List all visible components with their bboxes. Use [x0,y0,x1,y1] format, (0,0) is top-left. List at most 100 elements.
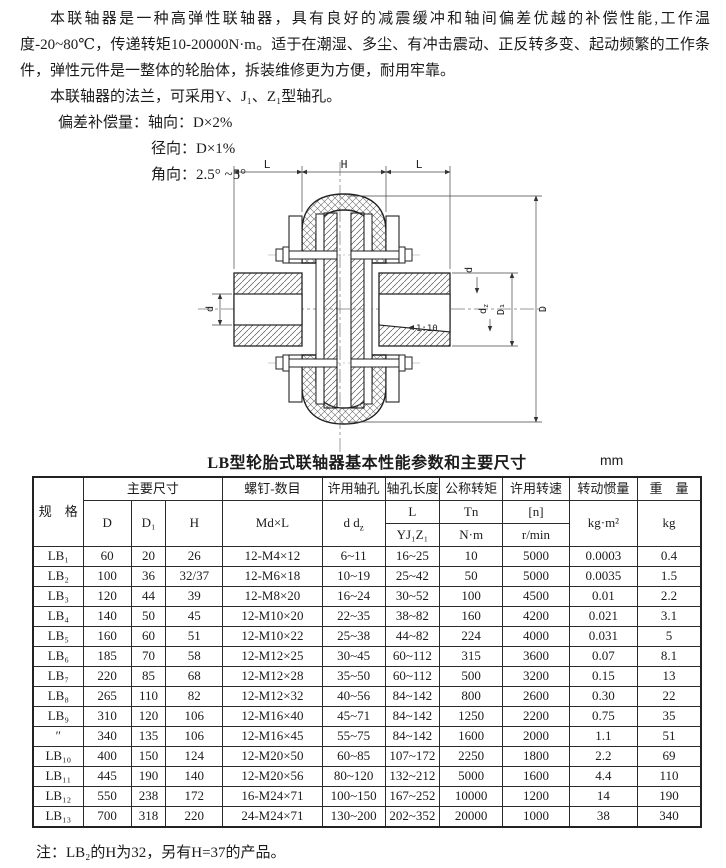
table-cell: LB₄ [32,606,84,627]
header-spec: 规 格 [32,476,84,547]
header-torque: 公称转矩 [439,476,504,501]
table-cell: 167~252 [384,786,441,807]
table-row: LB₁₀ 400 150 124 12-M20×50 60~85 107~172 2250 18… [32,746,702,767]
table-title: LB型轮胎式联轴器基本性能参数和主要尺寸 [207,455,527,472]
table-cell: 20 [130,546,167,567]
table-row: LB₉ 310 120 106 12-M16×40 45~71 84~142 1250 2200… [32,706,702,727]
table-cell: 400 [82,746,132,767]
table-cell: 5000 [502,566,570,587]
dim-label-dz: dz [478,304,490,314]
header-bore: 许用轴孔 [321,476,386,501]
bolt-shank [350,250,400,260]
angular-label: 角向： [151,167,197,183]
header-col-D: D [82,500,132,547]
table-cell: 10~19 [321,566,386,587]
table-cell: 60 [130,626,167,647]
table-cell: 1.5 [636,566,702,587]
top-dimension-lines [233,166,451,269]
table-cell: 238 [130,786,167,807]
table-cell: 12-M10×22 [222,626,323,647]
table-cell: 1600 [502,766,570,787]
dim-label-d-right: d [464,267,475,273]
intro-paragraph-1: 本联轴器是一种高弹性联轴器，具有良好的减震缓冲和轴间偏差优越的补偿性能,工作温度… [20,11,710,79]
table-cell: 26 [165,546,224,567]
bolt-washer [398,246,406,264]
dim-label-D1: D₁ [496,303,507,315]
bolt-washer [398,354,406,372]
dim-label-d-left: d [205,306,216,312]
table-row: ″ 340 135 106 12-M16×45 55~75 84~142 1600 2000 1.… [32,726,702,747]
table-cell: LB₂ [32,566,84,587]
table-cell: 445 [82,766,132,787]
table-cell: 185 [82,646,132,667]
table-cell: 24-M24×71 [222,806,323,828]
table-cell: 45 [165,606,224,627]
table-cell: LB₅ [32,626,84,647]
table-cell: 800 [439,686,504,707]
table-cell: 60~112 [384,666,441,687]
table-cell: 0.30 [568,686,638,707]
table-cell: 4.4 [568,766,638,787]
bolt-head [404,356,413,370]
table-cell: 60~85 [321,746,386,767]
table-cell: 16~25 [384,546,441,567]
table-cell: 35 [636,706,702,727]
table-cell: 84~142 [384,726,441,747]
coupling-drawing: 1:10 L H L [188,156,560,460]
header-col-H: H [165,500,224,547]
table-cell: 140 [82,606,132,627]
table-cell: 0.07 [568,646,638,667]
table-row: LB₁ 60 20 26 12-M4×12 6~11 16~25 10 5000 0.0003 0.… [32,546,702,567]
table-cell: 0.0035 [568,566,638,587]
table-cell: 39 [165,586,224,607]
compensation-radial: 径向：D×1% [151,136,710,162]
table-cell: 172 [165,786,224,807]
table-cell: 1250 [439,706,504,727]
table-cell: 0.021 [568,606,638,627]
table-cell: 120 [130,706,167,727]
table-cell: LB₈ [32,686,84,707]
table-cell: 700 [82,806,132,828]
taper-arrow [407,325,414,330]
table-cell: 340 [82,726,132,747]
bolt-head [275,356,284,370]
table-cell: 107~172 [384,746,441,767]
table-cell: 0.01 [568,586,638,607]
table-cell: ″ [32,726,84,747]
header-torque-unit: N·m [439,523,504,547]
table-cell: 10000 [439,786,504,807]
left-d-dimension [212,293,232,326]
table-cell: 340 [636,806,702,828]
table-cell: 0.4 [636,546,702,567]
header-speed-sym: [n] [502,500,570,524]
table-cell: 16~24 [321,586,386,607]
table-cell: 220 [82,666,132,687]
header-col-D1: D₁ [130,500,167,547]
table-cell: 40~56 [321,686,386,707]
table-row: LB₂ 100 36 32/37 12-M6×18 10~19 25~42 50 5000 0.0… [32,566,702,587]
table-cell: 2.2 [568,746,638,767]
table-cell: 318 [130,806,167,828]
header-bore-length: 轴孔长度 [384,476,441,501]
bolt-washer [282,354,290,372]
axial-value: D×2% [193,115,233,131]
header-torque-sym: Tn [439,500,504,524]
coupling-cross-section: 1:10 L H L [198,158,549,454]
table-cell: 12-M12×28 [222,666,323,687]
table-cell: 44 [130,586,167,607]
table-cell: 315 [439,646,504,667]
table-cell: 12-M16×45 [222,726,323,747]
table-cell: 12-M12×25 [222,646,323,667]
table-cell: 190 [636,786,702,807]
table-cell: 12-M6×18 [222,566,323,587]
table-cell: 0.15 [568,666,638,687]
table-cell: 12-M20×56 [222,766,323,787]
table-cell: 55~75 [321,726,386,747]
table-cell: 4500 [502,586,570,607]
radial-value: D×1% [196,141,236,157]
table-cell: 110 [130,686,167,707]
axial-label: 轴向： [148,115,194,131]
table-cell: 22~35 [321,606,386,627]
table-cell: LB₆ [32,646,84,667]
intro-section: 本联轴器是一种高弹性联轴器，具有良好的减震缓冲和轴间偏差优越的补偿性能,工作温度… [20,6,710,188]
